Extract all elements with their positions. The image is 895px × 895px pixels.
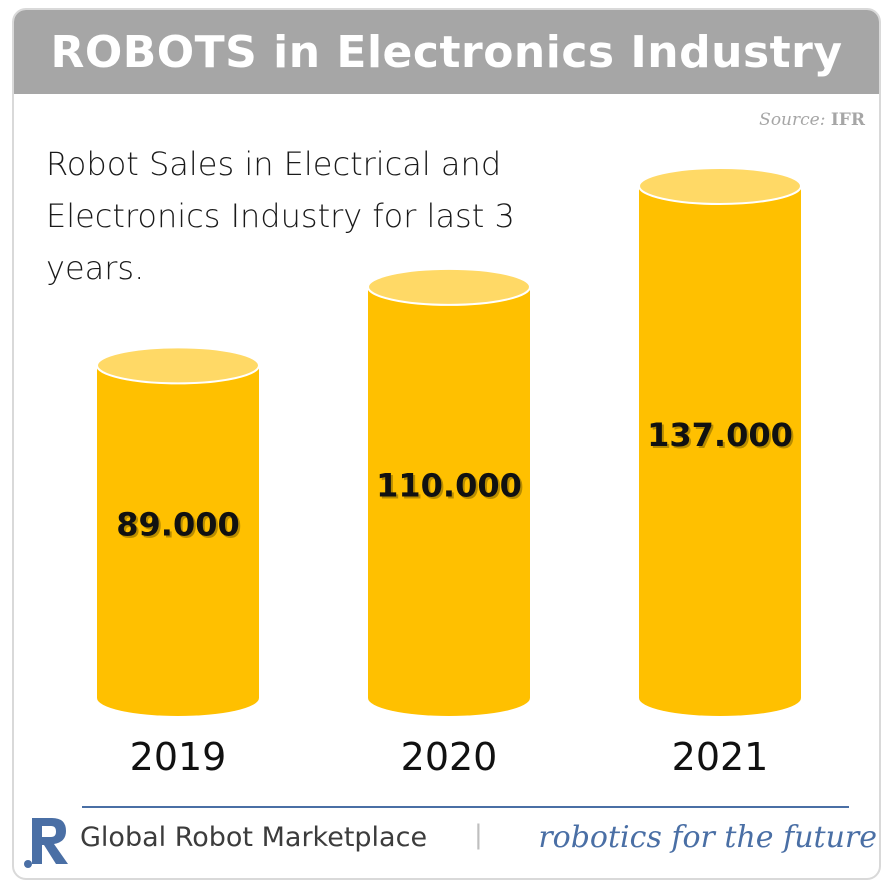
value-label-shadow: 137.000 bbox=[649, 418, 795, 456]
bar-2021 bbox=[639, 186, 801, 716]
bar-2019 bbox=[97, 365, 259, 716]
footer-divider bbox=[82, 806, 849, 808]
category-label-2021: 2021 bbox=[672, 735, 769, 779]
title-banner: ROBOTS in Electronics Industry bbox=[14, 10, 879, 94]
value-label-2019: 89.000 bbox=[116, 506, 239, 544]
value-label-shadow: 89.000 bbox=[118, 508, 241, 546]
source-label: Source: bbox=[759, 110, 826, 130]
bar-top-2021 bbox=[638, 167, 802, 205]
value-label-shadow: 110.000 bbox=[378, 468, 524, 506]
chart-title: Robot Sales in Electrical and Electronic… bbox=[46, 145, 515, 287]
bar-top-2020 bbox=[367, 267, 531, 306]
robot-marketplace-logo bbox=[24, 818, 68, 868]
brand-name: Global Robot Marketplace bbox=[80, 822, 428, 853]
value-label-2021: 137.000 bbox=[647, 416, 793, 454]
value-label-2020: 110.000 bbox=[376, 466, 522, 504]
source-name: IFR bbox=[830, 110, 865, 130]
bar-2020 bbox=[368, 286, 530, 716]
category-label-2019: 2019 bbox=[130, 735, 227, 779]
tagline: robotics for the future bbox=[538, 820, 877, 855]
category-label-2020: 2020 bbox=[401, 735, 498, 779]
source-note: Source: IFR bbox=[759, 110, 865, 130]
footer-separator: | bbox=[474, 820, 483, 850]
bar-top-2019 bbox=[96, 346, 260, 385]
page-title: ROBOTS in Electronics Industry bbox=[50, 26, 843, 78]
